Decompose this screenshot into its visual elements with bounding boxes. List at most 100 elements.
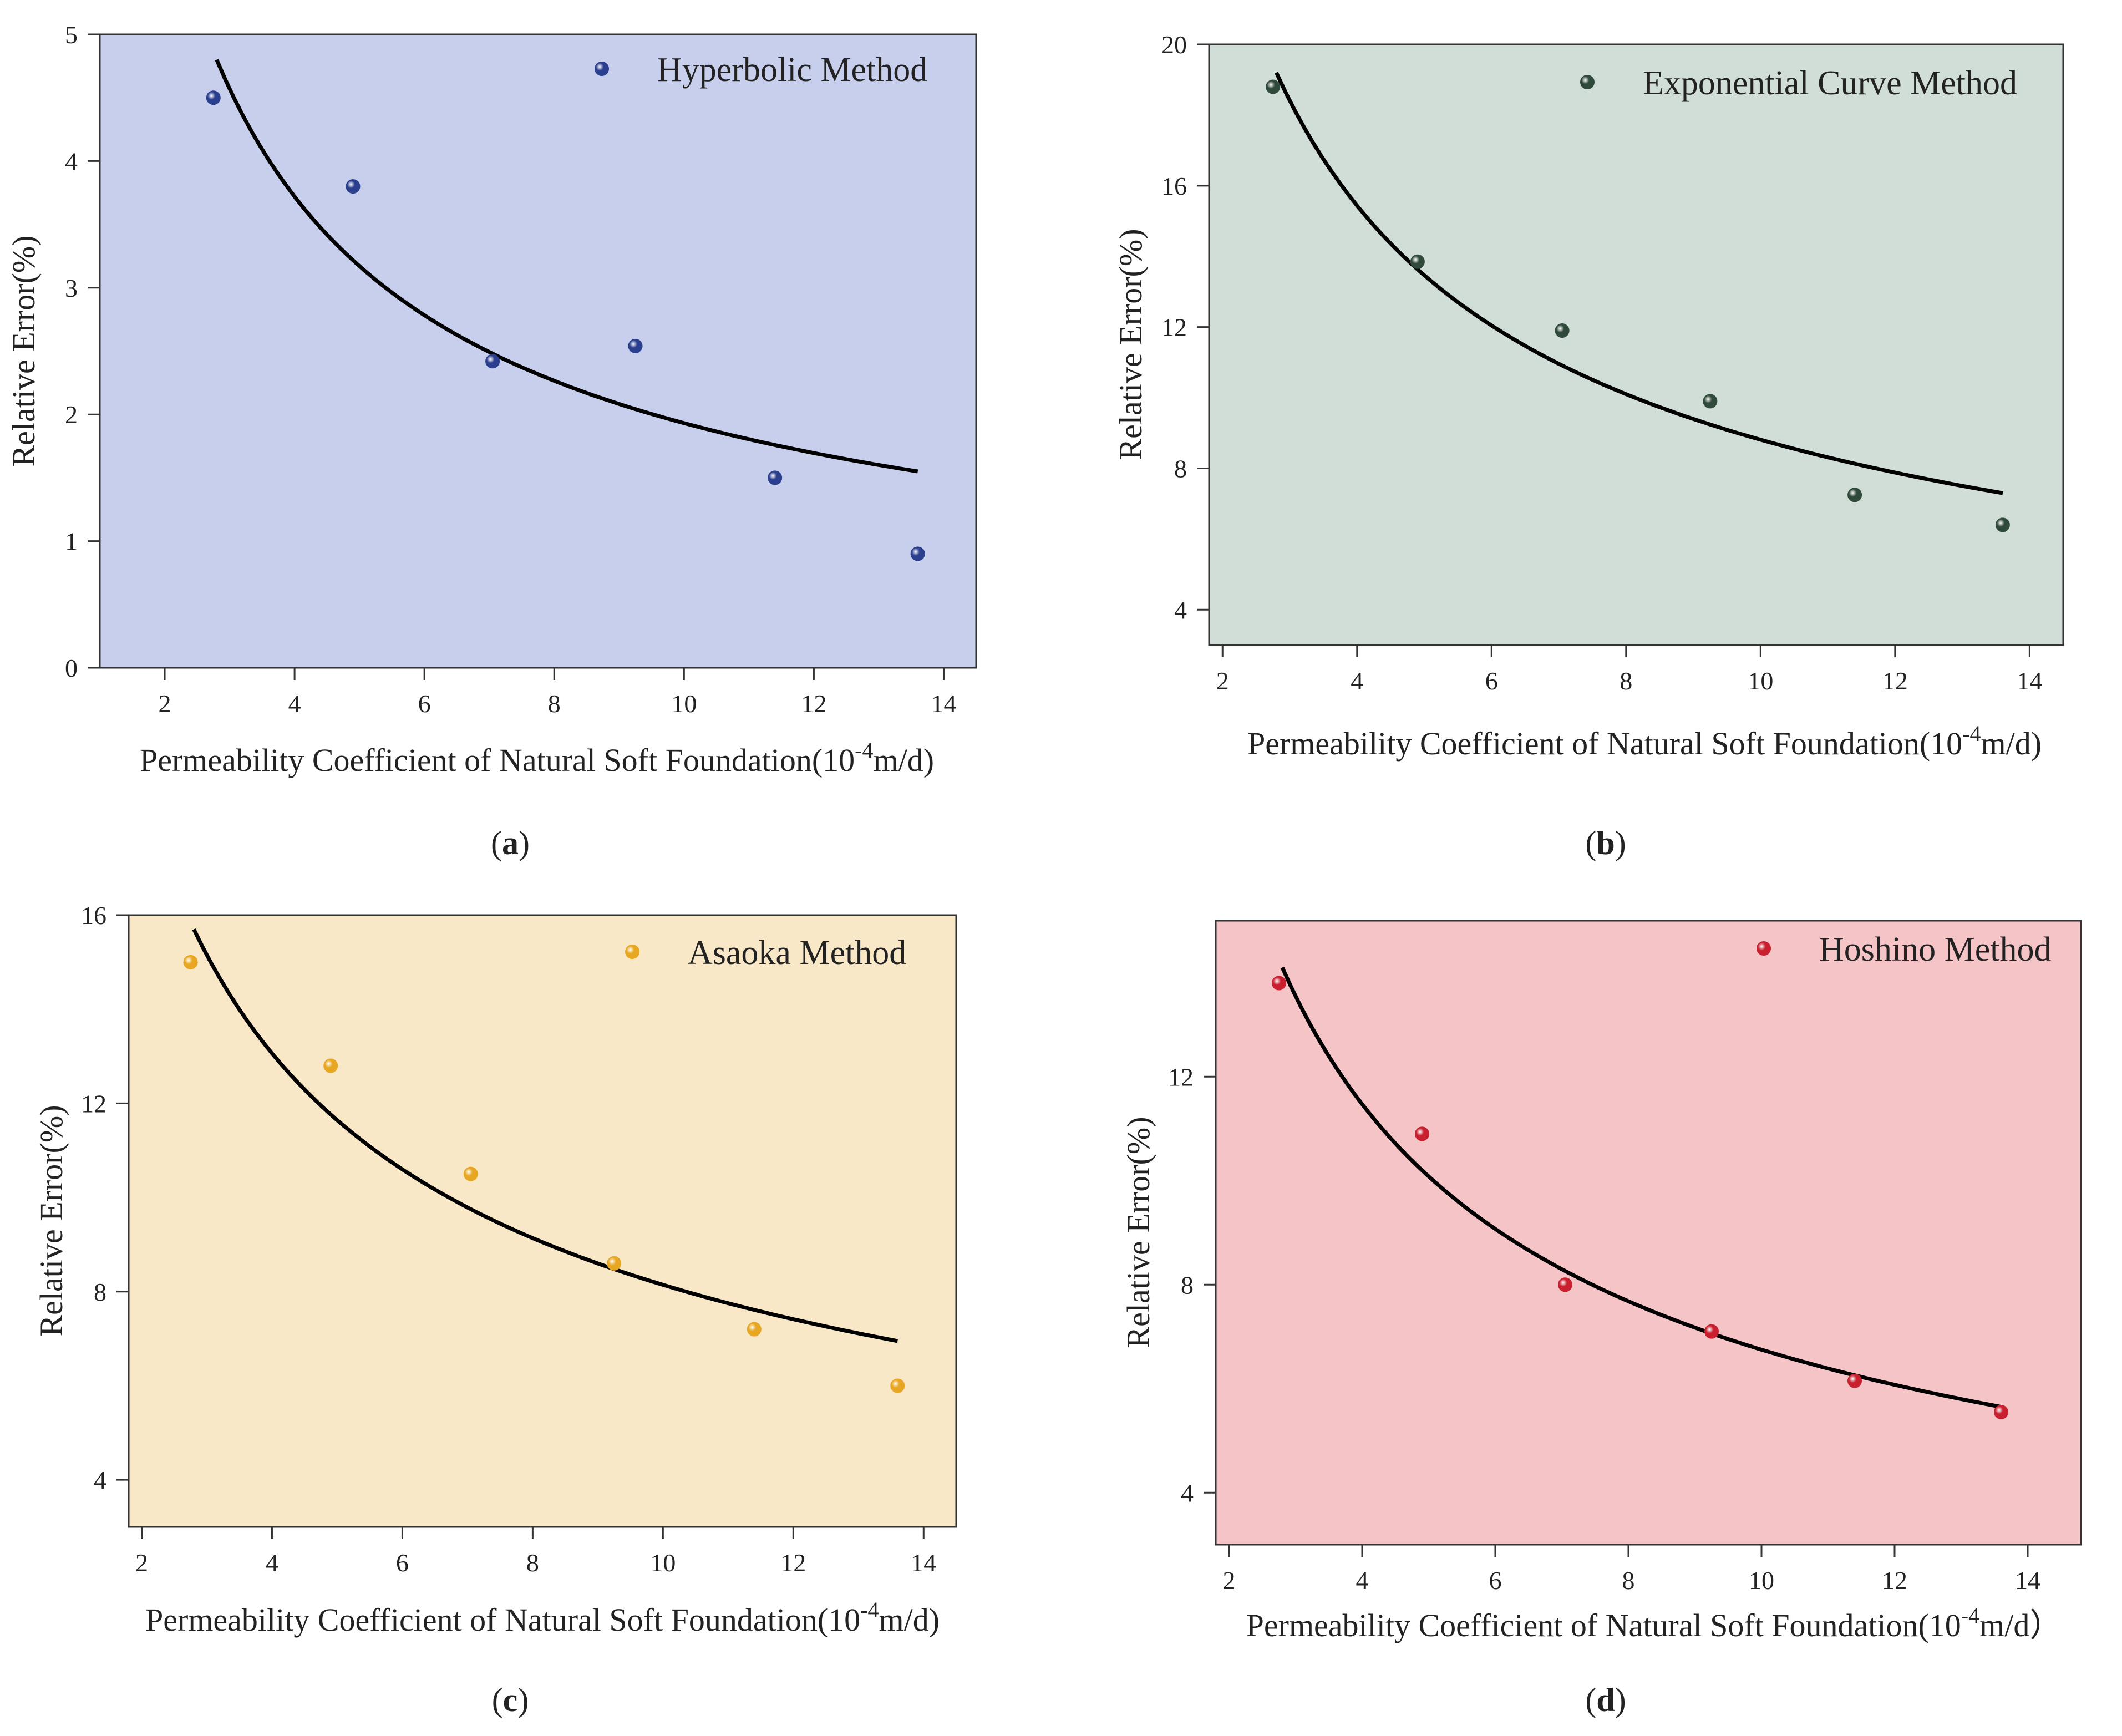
y-tick-label: 8 (1181, 1271, 1194, 1299)
fit-curve (192, 928, 898, 1343)
x-tick-label: 8 (1620, 667, 1632, 695)
x-tick-label: 14 (2017, 667, 2042, 695)
legend-marker (625, 945, 639, 959)
y-tick-label: 16 (81, 901, 106, 930)
x-tick-label: 2 (1223, 1566, 1236, 1595)
legend-label: Hyperbolic Method (657, 51, 927, 89)
chart-panel-b: 2 4 6 8 10 12 14 4 8 12 16 20 Exponential Curve Meth… (1113, 31, 2064, 861)
data-point (206, 90, 221, 105)
y-tick-label: 3 (65, 274, 78, 302)
x-tick-label: 10 (1749, 1566, 1774, 1595)
y-tick-label: 12 (1168, 1063, 1194, 1091)
y-tick-label: 8 (1174, 454, 1187, 483)
x-tick-label: 4 (1356, 1566, 1369, 1595)
data-point (747, 1322, 762, 1337)
x-tick-label: 8 (548, 689, 561, 718)
x-tick-label: 8 (526, 1549, 539, 1577)
y-tick-label: 20 (1161, 31, 1187, 59)
chart-panel-c: 2 4 6 8 10 12 14 4 8 12 16 Asaoka Method Permeabilit… (33, 901, 957, 1718)
x-axis-label: Permeability Coefficient of Natural Soft… (145, 1597, 940, 1638)
legend-label: Exponential Curve Method (1643, 64, 2017, 102)
chart-panel-d: 2 4 6 8 10 12 14 4 8 12 Hoshino Method Permeability… (1120, 920, 2082, 1718)
x-tick-label: 4 (1351, 667, 1363, 695)
data-point (1555, 323, 1570, 338)
data-point (1704, 1324, 1719, 1339)
fit-curve (1275, 72, 2003, 495)
x-axis-label: Permeability Coefficient of Natural Soft… (140, 738, 934, 778)
y-tick-label: 1 (65, 527, 78, 556)
data-point (607, 1256, 622, 1271)
panel-caption: (d) (1585, 1682, 1626, 1718)
x-tick-label: 10 (1748, 667, 1773, 695)
y-tick-label: 12 (81, 1089, 106, 1118)
legend-marker (1580, 75, 1595, 89)
x-tick-label: 12 (1882, 667, 1908, 695)
data-point (890, 1378, 905, 1393)
fit-curve (1280, 966, 2002, 1409)
x-tick-label: 12 (780, 1549, 806, 1577)
data-point (1703, 394, 1718, 409)
data-point (1847, 1373, 1862, 1388)
y-axis-label: Relative Error(%) (1113, 229, 1149, 460)
x-tick-label: 2 (1216, 667, 1229, 695)
y-axis-label: Relative Error(%) (33, 1105, 69, 1336)
x-tick-label: 10 (650, 1549, 676, 1577)
y-axis-label: Relative Error(%) (1120, 1116, 1156, 1348)
x-tick-label: 8 (1622, 1566, 1635, 1595)
data-point (1994, 1404, 2008, 1419)
plot-area-d (1215, 920, 2082, 1546)
y-tick-label: 8 (94, 1278, 106, 1306)
x-tick-label: 14 (931, 689, 956, 718)
x-tick-label: 12 (801, 689, 826, 718)
data-point (1847, 488, 1862, 502)
x-tick-label: 14 (911, 1549, 936, 1577)
x-tick-label: 6 (418, 689, 431, 718)
data-point (1415, 1126, 1429, 1141)
data-point (1995, 517, 2010, 532)
y-tick-label: 16 (1161, 172, 1187, 200)
fit-curve (215, 59, 918, 474)
data-point (1558, 1277, 1572, 1292)
y-tick-label: 2 (65, 400, 78, 429)
x-tick-label: 6 (1489, 1566, 1502, 1595)
data-point (463, 1166, 478, 1181)
x-tick-label: 4 (266, 1549, 278, 1577)
y-axis-label: Relative Error(%) (6, 235, 42, 466)
data-point (183, 955, 198, 969)
panel-caption: (a) (491, 825, 530, 861)
x-axis-label: Permeability Coefficient of Natural Soft… (1247, 721, 2042, 762)
legend-marker (1757, 941, 1771, 956)
legend-marker (595, 62, 609, 76)
legend-label: Asaoka Method (688, 934, 906, 972)
y-tick-label: 4 (65, 147, 78, 175)
y-tick-label: 4 (1181, 1479, 1194, 1507)
plot-area-c (128, 914, 957, 1528)
x-tick-label: 14 (2015, 1566, 2040, 1595)
x-tick-label: 4 (288, 689, 301, 718)
x-tick-label: 2 (135, 1549, 148, 1577)
x-tick-label: 6 (1485, 667, 1498, 695)
x-tick-label: 10 (671, 689, 697, 718)
x-axis-label: Permeability Coefficient of Natural Soft… (1246, 1603, 2062, 1643)
x-tick-label: 12 (1882, 1566, 1907, 1595)
legend-label: Hoshino Method (1819, 931, 2052, 968)
plot-area-b (1208, 43, 2064, 646)
data-point (768, 470, 783, 485)
y-tick-label: 4 (1174, 596, 1187, 624)
panel-caption: (b) (1585, 825, 1626, 861)
y-tick-label: 4 (94, 1466, 106, 1494)
data-point (1272, 976, 1286, 991)
panel-caption: (c) (492, 1682, 529, 1718)
data-point (346, 179, 361, 194)
plot-area-a (99, 33, 977, 669)
y-tick-label: 12 (1161, 313, 1187, 342)
data-point (1266, 79, 1281, 94)
y-tick-label: 5 (65, 21, 78, 49)
y-tick-label: 0 (65, 654, 78, 682)
x-tick-label: 6 (396, 1549, 409, 1577)
data-point (910, 546, 925, 561)
data-point (1410, 254, 1425, 269)
data-point (628, 338, 643, 353)
x-tick-label: 2 (159, 689, 171, 718)
